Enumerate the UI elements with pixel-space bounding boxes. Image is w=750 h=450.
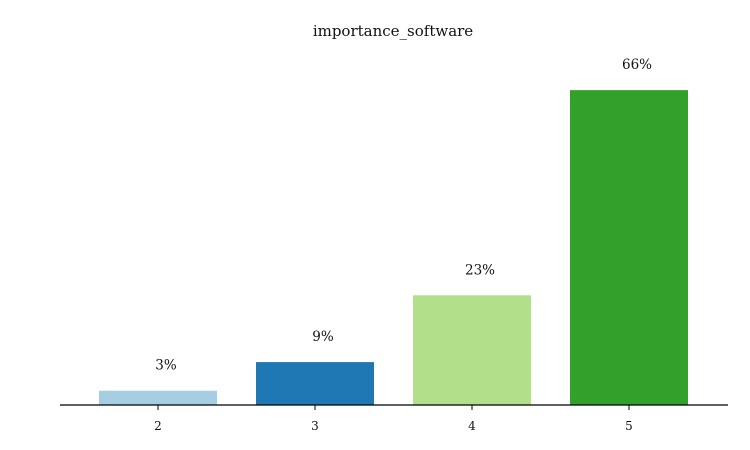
bar-3 (256, 362, 374, 405)
data-label-2: 3% (155, 358, 177, 374)
x-tick-label-3: 3 (311, 419, 319, 433)
x-tick-label-2: 2 (154, 419, 162, 433)
data-label-3: 9% (312, 329, 334, 345)
bar-5 (570, 90, 688, 405)
bars-group (99, 90, 688, 405)
x-tick-label-5: 5 (625, 419, 633, 433)
data-labels-group: 3% 9% 23% 66% (155, 57, 652, 374)
x-axis-ticks: 2 3 4 5 (154, 405, 633, 433)
data-label-4: 23% (465, 262, 495, 278)
chart-title: importance_software (313, 22, 473, 40)
x-tick-label-4: 4 (468, 419, 476, 433)
bar-2 (99, 390, 217, 405)
data-label-5: 66% (622, 57, 652, 73)
bar-4 (413, 295, 531, 405)
